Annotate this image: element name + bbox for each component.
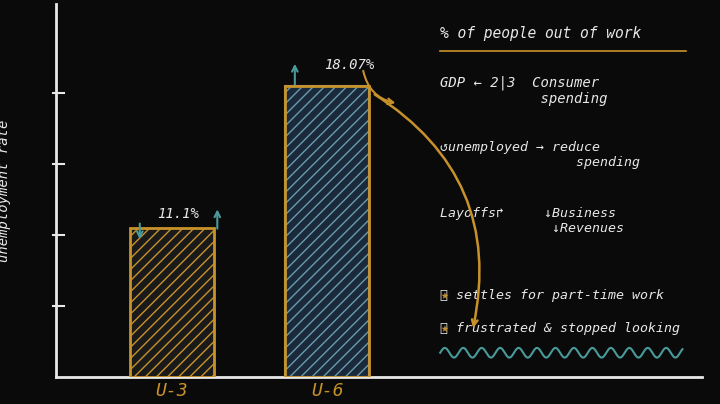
Text: % of people out of work: % of people out of work [440, 26, 642, 41]
Bar [285, 86, 369, 377]
Text: ★: ★ [440, 289, 448, 302]
Bar [130, 228, 214, 377]
Text: Layoffs↱     ↓Business
              ↓Revenues: Layoffs↱ ↓Business ↓Revenues [440, 206, 624, 235]
Text: ★ settles for part-time work: ★ settles for part-time work [440, 289, 664, 302]
Text: 11.1%: 11.1% [158, 207, 199, 221]
Bar [285, 86, 369, 377]
Text: 18.07%: 18.07% [324, 58, 374, 72]
Text: ★ frustrated & stopped looking: ★ frustrated & stopped looking [440, 322, 680, 335]
Text: GDP ← 2|3  Consumer
            spending: GDP ← 2|3 Consumer spending [440, 75, 608, 106]
Text: ★: ★ [440, 322, 448, 335]
Text: ↺unemployed → reduce
                 spending: ↺unemployed → reduce spending [440, 141, 640, 169]
Text: unemployment rate: unemployment rate [0, 119, 11, 262]
